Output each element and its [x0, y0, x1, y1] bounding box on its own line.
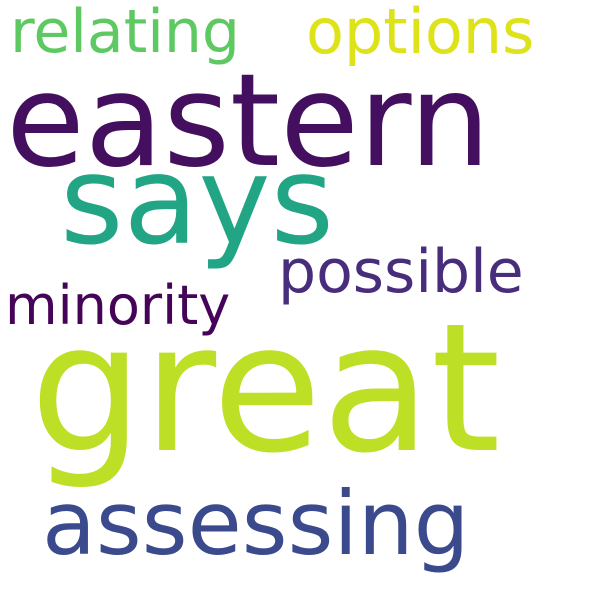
word-minority: minority	[5, 274, 231, 337]
word-options: options	[306, 0, 535, 68]
word-great: great	[30, 285, 501, 492]
word-possible: possible	[278, 237, 524, 307]
word-relating: relating	[10, 0, 241, 67]
word-eastern: eastern	[6, 47, 491, 196]
word-assessing: assessing	[42, 472, 470, 575]
word-says: says	[60, 130, 335, 272]
